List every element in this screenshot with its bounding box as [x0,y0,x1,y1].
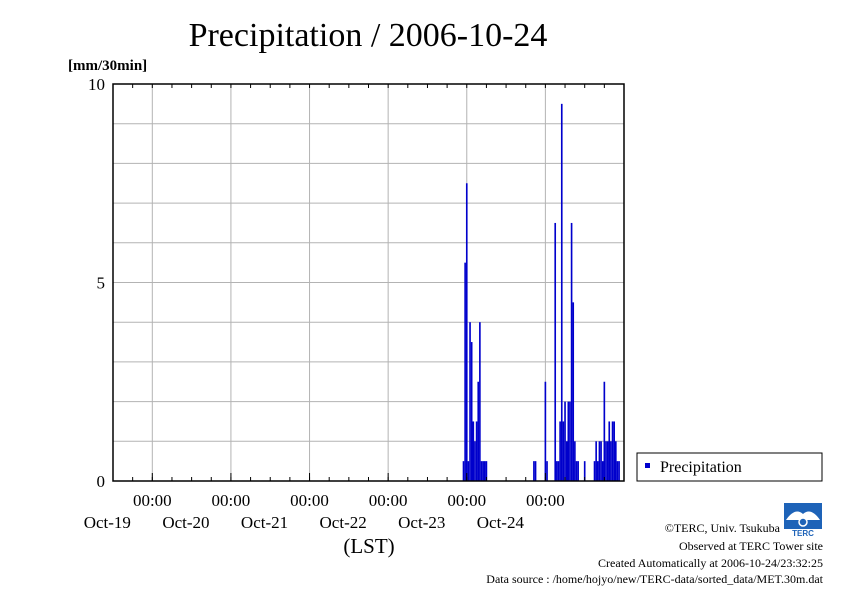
precipitation-bar [611,421,614,481]
legend: Precipitation [636,452,823,482]
precipitation-bar [474,441,476,481]
precipitation-bar [546,461,548,481]
precipitation-bar [565,441,568,481]
precipitation-bar [470,342,473,481]
precipitation-bar [606,441,609,481]
precipitation-bar [577,461,579,481]
grid [113,84,624,481]
precipitation-bar [462,461,465,481]
precipitation-bar [564,401,566,481]
precipitation-bar [557,461,560,481]
precipitation-bar [534,461,537,481]
precipitation-bar [595,441,597,481]
x-tick-label-date: Oct-19 [84,513,131,532]
bar-series [462,103,620,481]
precipitation-bar [479,322,481,481]
copyright-text: ©TERC, Univ. Tsukuba [665,521,781,535]
precipitation-bar [600,441,602,481]
x-tick-label-time: 00:00 [212,491,251,510]
precipitation-bar [464,262,466,481]
precipitation-bar [465,183,468,481]
precipitation-bar [475,421,478,481]
chart-title: Precipitation / 2006-10-24 [189,17,548,54]
data-source-text: Data source : /home/hojyo/new/TERC-data/… [486,572,823,586]
precipitation-bar [575,461,578,481]
x-tick-label-time: 00:00 [447,491,486,510]
precipitation-bar [559,421,561,481]
precipitation-bar [480,461,483,481]
precipitation-bar [618,461,620,481]
precipitation-bar [596,461,599,481]
precipitation-bar [569,401,571,481]
precipitation-bar [560,103,563,481]
precipitation-bar [482,461,484,481]
y-unit-label: [mm/30min] [68,58,147,74]
precipitation-bar [556,461,558,481]
axis-ticks: 051000:00Oct-1900:00Oct-2000:00Oct-2100:… [84,75,625,532]
precipitation-bar [608,421,611,481]
precipitation-bar [601,461,604,481]
legend-label: Precipitation [660,459,742,476]
x-tick-label-time: 00:00 [369,491,408,510]
precipitation-bar [562,421,565,481]
terc-logo: TERC [784,503,822,538]
precipitation-bar [533,461,535,481]
precipitation-bar [570,222,573,481]
x-tick-label-time: 00:00 [133,491,172,510]
x-tick-label-time: 00:00 [290,491,329,510]
x-axis-label: (LST) [343,534,394,558]
precipitation-bar [605,441,607,481]
precipitation-bar [598,441,601,481]
x-tick-label-date: Oct-20 [162,513,209,532]
precipitation-bar [483,461,486,481]
precipitation-bar [574,441,576,481]
x-tick-label-date: Oct-23 [398,513,445,532]
created-text: Created Automatically at 2006-10-24/23:3… [598,556,823,570]
precipitation-bar [572,302,575,481]
x-tick-label-date: Oct-22 [320,513,367,532]
legend-box [636,452,823,482]
precipitation-bar [593,461,596,481]
precipitation-bar [616,461,619,481]
precipitation-bar [603,381,606,481]
precipitation-bar [467,461,470,481]
precipitation-bar [583,461,586,481]
precipitation-bar [567,401,570,481]
y-tick-label: 5 [97,274,106,293]
x-tick-label-date: Oct-24 [477,513,525,532]
y-tick-label: 0 [97,472,106,491]
x-tick-label-time: 00:00 [526,491,565,510]
precipitation-bar [472,421,475,481]
precipitation-bar [469,322,471,481]
logo-text: TERC [792,529,814,538]
legend-marker [645,463,650,468]
x-tick-label-date: Oct-21 [241,513,288,532]
precipitation-bar [613,421,615,481]
observed-text: Observed at TERC Tower site [679,539,823,553]
precipitation-bar [554,222,557,481]
precipitation-bar [614,441,617,481]
precipitation-bar [610,441,612,481]
precipitation-bar [485,461,488,481]
precipitation-bar [477,381,480,481]
y-tick-label: 10 [88,75,105,94]
precipitation-bar [544,381,547,481]
